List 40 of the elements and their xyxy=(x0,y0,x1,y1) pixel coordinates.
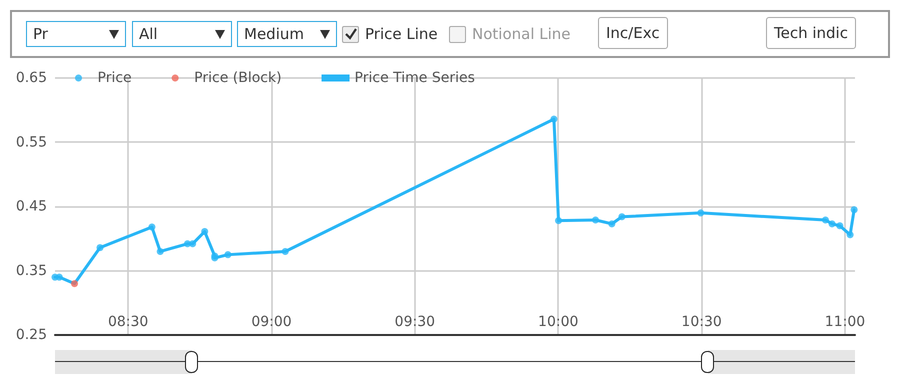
y-tick-label: 0.45 xyxy=(16,198,47,214)
dropdown: Medium xyxy=(237,21,337,47)
button: Inc/Exc xyxy=(598,17,668,49)
button: Tech indic xyxy=(766,17,856,49)
x-tick-label: 09:00 xyxy=(251,314,292,330)
point xyxy=(550,116,558,123)
point xyxy=(697,209,704,216)
point xyxy=(836,222,844,230)
point xyxy=(156,248,164,255)
point xyxy=(850,206,858,214)
point xyxy=(282,248,289,255)
x-tick-label: 11:00 xyxy=(824,314,866,330)
toolbar: Pr All Medium Price Line Notional Line Inc/Exc Tech indic xyxy=(10,10,890,58)
point xyxy=(555,217,562,224)
point xyxy=(608,220,616,228)
y-tick-label: 0.65 xyxy=(16,70,47,86)
x-tick-label: 08:30 xyxy=(108,314,148,330)
y-tick-label: 0.25 xyxy=(16,327,47,343)
point xyxy=(592,216,599,224)
dropdown: Pr xyxy=(26,21,126,47)
x-tick-label: 09:30 xyxy=(394,314,436,330)
y-tick-label: 0.35 xyxy=(16,262,47,279)
x-tick-label: 10:00 xyxy=(538,314,578,330)
point xyxy=(96,244,104,252)
dropdown: All xyxy=(132,21,232,47)
legend-label: Price (Block) xyxy=(194,70,282,86)
point xyxy=(71,280,78,288)
point xyxy=(822,216,829,224)
point xyxy=(828,220,836,228)
point xyxy=(224,251,232,258)
point xyxy=(189,240,196,248)
point xyxy=(201,228,208,236)
x-tick-label: 10:30 xyxy=(681,314,722,330)
legend-label: Price xyxy=(98,70,132,86)
y-tick-label: 0.55 xyxy=(16,134,47,150)
point xyxy=(56,274,63,281)
point xyxy=(618,213,626,220)
point xyxy=(148,224,156,231)
point xyxy=(846,231,854,238)
legend-label: Price Time Series xyxy=(354,70,475,86)
